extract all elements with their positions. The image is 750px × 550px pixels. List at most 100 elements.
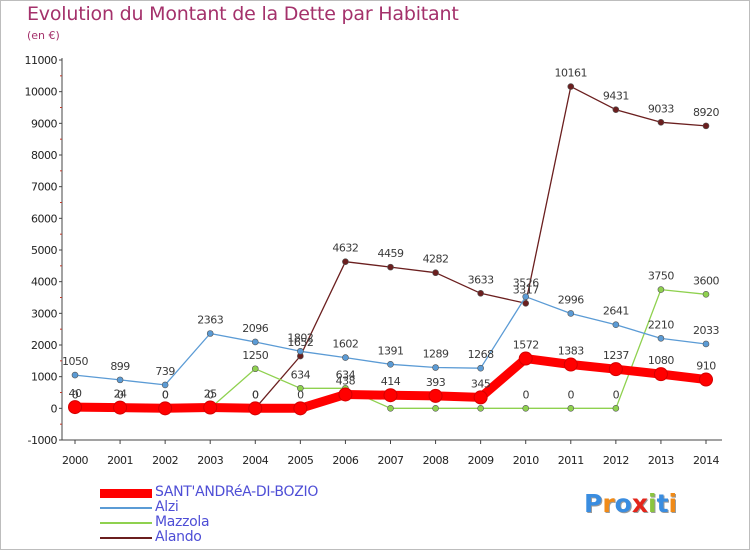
series-0-data-label: 1383 <box>558 345 584 358</box>
series-0-point <box>203 400 218 415</box>
series-0-point <box>563 357 578 372</box>
series-0-point <box>608 362 623 377</box>
series-3-data-label: 8920 <box>693 106 719 119</box>
series-0-point <box>653 367 668 382</box>
series-1-data-label: 2996 <box>558 293 584 306</box>
series-3-data-label: 0 <box>252 388 259 401</box>
legend-swatch <box>100 507 152 509</box>
series-3-point <box>477 289 484 297</box>
legend-label: Alzi <box>155 499 179 515</box>
y-tick-label: 1000 <box>31 371 57 384</box>
y-tick-label: 7000 <box>31 181 57 194</box>
y-tick-label: 5000 <box>31 244 57 257</box>
series-2-data-label: 3600 <box>693 274 719 287</box>
series-3-point <box>387 263 394 271</box>
series-2-point <box>567 405 575 412</box>
proxiti-logo: Proxiti <box>584 489 678 518</box>
x-tick-label: 2010 <box>513 454 539 467</box>
series-1-data-label: 739 <box>155 365 175 378</box>
series-2-data-label: 0 <box>162 388 169 401</box>
series-0-data-label: 0 <box>297 388 304 401</box>
series-2-data-label: 0 <box>613 388 620 401</box>
series-3-data-label: 9431 <box>603 90 629 103</box>
series-2-data-label: 634 <box>336 368 356 381</box>
x-tick-label: 2001 <box>107 454 133 467</box>
series-0-point <box>158 401 173 416</box>
legend-swatch <box>100 488 152 498</box>
series-2-data-label: 0 <box>117 388 124 401</box>
series-0-point <box>68 400 82 415</box>
series-0-point <box>473 390 488 405</box>
series-1-point <box>251 338 259 346</box>
series-2-data-label: 1250 <box>242 349 268 362</box>
series-2-point <box>522 405 530 412</box>
series-1-point <box>116 376 124 384</box>
chart-title: Evolution du Montant de la Dette par Hab… <box>27 3 459 25</box>
series-2-point <box>702 291 710 298</box>
y-tick-label: 4000 <box>31 276 57 289</box>
series-3-data-label: 3633 <box>468 273 494 286</box>
y-tick-label: 11000 <box>25 54 58 67</box>
series-0-point <box>293 401 308 416</box>
series-3-point <box>657 118 665 126</box>
series-2-point <box>477 405 484 412</box>
series-1-data-label: 1268 <box>468 348 494 361</box>
series-3-data-label: 4282 <box>423 253 449 266</box>
series-2-point <box>297 384 304 392</box>
series-3-data-label: 4632 <box>332 242 358 255</box>
series-3-data-label: 10161 <box>555 67 588 80</box>
series-2-point <box>387 405 394 412</box>
series-3-point <box>567 83 575 90</box>
x-tick-label: 2004 <box>242 454 268 467</box>
x-tick-label: 2002 <box>152 454 178 467</box>
series-2-data-label: 634 <box>291 368 311 381</box>
series-2-point <box>432 405 439 412</box>
series-1-point <box>522 293 530 300</box>
series-3-point <box>432 269 439 277</box>
series-1-data-label: 899 <box>110 360 130 373</box>
series-0-data-label: 1080 <box>648 354 674 367</box>
series-0-point <box>383 388 398 403</box>
series-1-data-label: 2033 <box>693 324 719 337</box>
series-2-data-label: 0 <box>207 388 214 401</box>
y-tick-label: 8000 <box>31 149 57 162</box>
series-0-data-label: 0 <box>252 388 259 401</box>
series-2-data-label: 0 <box>72 388 79 401</box>
series-2-data-label: 0 <box>568 388 575 401</box>
y-tick-label: 6000 <box>31 212 57 225</box>
series-0-data-label: 0 <box>162 388 169 401</box>
x-tick-label: 2012 <box>603 454 629 467</box>
x-tick-label: 2009 <box>468 454 494 467</box>
series-1-data-label: 2641 <box>603 305 629 318</box>
x-tick-label: 2013 <box>648 454 674 467</box>
y-tick-label: 2000 <box>31 339 57 352</box>
x-tick-label: 2005 <box>287 454 313 467</box>
series-1-point <box>206 330 214 337</box>
legend-label: SANT'ANDRéA-DI-BOZIO <box>155 484 319 500</box>
series-0-data-label: 40 <box>69 387 82 400</box>
series-1-point <box>702 340 710 348</box>
series-1-point <box>657 335 665 342</box>
y-tick-label: 3000 <box>31 307 57 320</box>
series-1-point <box>477 364 484 372</box>
series-1-data-label: 2096 <box>242 322 268 335</box>
series-1-point <box>297 347 304 355</box>
series-1-data-label: 1391 <box>378 344 404 357</box>
series-0-data-label: 25 <box>204 388 217 401</box>
legend-swatch <box>100 522 152 524</box>
series-3-data-label: 4459 <box>378 247 404 260</box>
series-3-point <box>702 122 710 130</box>
series-0-data-label: 393 <box>426 376 446 389</box>
series-2-data-label: 0 <box>522 388 529 401</box>
series-0-point <box>518 351 533 366</box>
series-1-point <box>71 371 79 379</box>
x-tick-label: 2014 <box>693 454 719 467</box>
series-1-data-label: 1602 <box>332 338 358 351</box>
series-1-point <box>432 364 439 371</box>
series-0-point <box>699 372 713 387</box>
y-tick-label: 0 <box>51 402 58 415</box>
series-0-data-label: 438 <box>336 374 356 387</box>
chart-unit-label: (en €) <box>27 29 60 42</box>
